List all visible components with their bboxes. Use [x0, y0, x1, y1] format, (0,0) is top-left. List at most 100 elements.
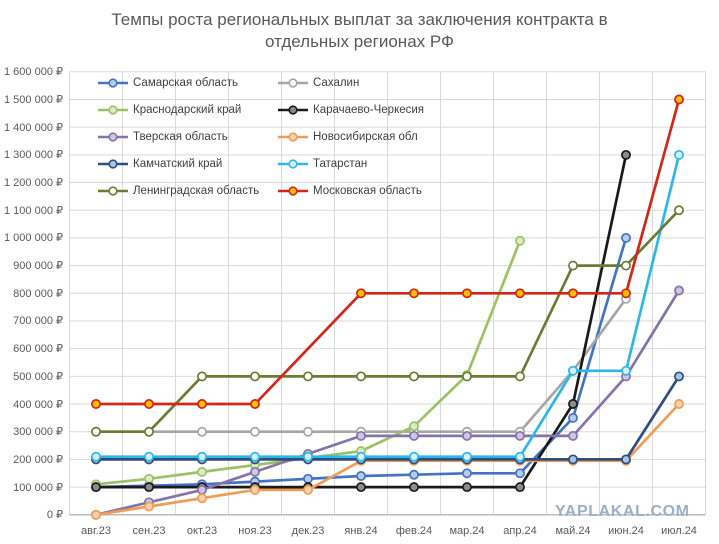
data-point: [568, 399, 578, 409]
data-point: [409, 469, 419, 480]
series-line: [94, 153, 681, 459]
data-point: [197, 493, 207, 504]
y-tick-label: 1 100 000 ₽: [4, 204, 63, 217]
y-tick-label: 1 000 000 ₽: [4, 232, 63, 245]
legend-item: Тверская область: [98, 128, 228, 146]
legend-swatch: [98, 158, 128, 169]
y-tick-label: 1 600 000 ₽: [4, 66, 63, 79]
x-tick-label: авг.23: [81, 525, 111, 537]
data-point: [91, 482, 101, 493]
legend-item: Новосибирская обл: [278, 128, 418, 146]
data-point: [409, 371, 419, 382]
series-line: [94, 402, 681, 517]
data-point: [621, 260, 631, 271]
data-point: [674, 205, 684, 216]
data-point: [144, 482, 154, 493]
data-point: [91, 451, 101, 462]
data-point: [515, 451, 525, 462]
chart-title-line1: Темпы роста региональных выплат за заклю…: [111, 10, 608, 29]
data-point: [674, 399, 684, 409]
data-point: [303, 484, 313, 495]
legend-swatch: [98, 77, 128, 88]
y-tick-label: 600 000 ₽: [13, 343, 63, 356]
data-point: [621, 288, 631, 299]
legend-label: Ленинградская область: [133, 184, 260, 197]
data-point: [356, 451, 366, 462]
data-point: [621, 365, 631, 376]
legend-swatch: [278, 158, 308, 169]
data-point: [568, 288, 578, 299]
legend-swatch: [278, 77, 308, 88]
data-point: [409, 482, 419, 493]
data-point: [250, 484, 260, 495]
data-point: [515, 288, 525, 299]
x-tick-label: июл.24: [661, 525, 697, 537]
y-tick-label: 400 000 ₽: [13, 398, 63, 411]
legend-swatch: [98, 104, 128, 115]
y-tick-label: 1 500 000 ₽: [4, 93, 63, 106]
y-tick-label: 1 300 000 ₽: [4, 149, 63, 162]
data-point: [621, 149, 631, 160]
legend-item: Сахалин: [278, 74, 359, 92]
series-line: [94, 375, 681, 461]
data-point: [356, 471, 366, 481]
data-point: [356, 288, 366, 299]
legend-swatch: [278, 185, 308, 196]
legend-label: Камчатский край: [133, 157, 223, 170]
x-tick-label: дек.23: [291, 525, 325, 537]
data-point: [356, 430, 366, 441]
data-point: [409, 421, 419, 432]
legend-item: Камчатский край: [98, 155, 222, 173]
chart-title-line2: отдельных регионах РФ: [265, 32, 454, 51]
data-point: [568, 365, 578, 376]
data-point: [409, 288, 419, 299]
legend-item: Самарская область: [98, 74, 238, 92]
legend-label: Татарстан: [313, 157, 368, 170]
data-point: [621, 454, 631, 465]
legend-item: Краснодарский край: [98, 101, 241, 119]
x-tick-label: окт.23: [186, 525, 218, 537]
data-point: [197, 426, 207, 437]
data-point: [250, 399, 260, 409]
data-point: [250, 466, 260, 477]
data-point: [144, 473, 154, 484]
data-point: [515, 371, 525, 382]
data-point: [462, 430, 472, 441]
y-tick-label: 100 000 ₽: [13, 481, 63, 494]
y-tick-label: 800 000 ₽: [13, 287, 63, 300]
data-point: [515, 235, 525, 246]
data-point: [621, 232, 631, 243]
legend-label: Краснодарский край: [133, 103, 242, 116]
data-point: [409, 430, 419, 441]
data-point: [409, 451, 419, 462]
legend-label: Карачаево-Черкесия: [313, 103, 425, 116]
data-point: [91, 399, 101, 409]
data-point: [568, 454, 578, 465]
data-point: [462, 288, 472, 299]
data-point: [197, 451, 207, 462]
data-point: [303, 451, 313, 462]
data-point: [197, 484, 207, 495]
data-point: [674, 94, 684, 105]
watermark: YAPLAKAL.COM: [555, 503, 690, 520]
y-tick-label: 700 000 ₽: [13, 315, 63, 328]
data-point: [250, 451, 260, 462]
legend-item: Московская область: [278, 182, 422, 200]
data-point: [462, 482, 472, 493]
y-tick-label: 500 000 ₽: [13, 370, 63, 383]
data-point: [462, 468, 472, 479]
legend-item: Карачаево-Черкесия: [278, 101, 424, 119]
x-tick-label: июн.24: [608, 525, 644, 537]
data-point: [144, 399, 154, 409]
series-line: [94, 208, 681, 434]
x-tick-label: янв.24: [344, 525, 378, 537]
data-point: [568, 260, 578, 271]
x-tick-label: ноя.23: [238, 525, 272, 537]
data-point: [515, 430, 525, 441]
y-tick-label: 200 000 ₽: [13, 453, 63, 466]
data-point: [674, 371, 684, 382]
legend-swatch: [98, 185, 128, 196]
data-point: [197, 371, 207, 382]
